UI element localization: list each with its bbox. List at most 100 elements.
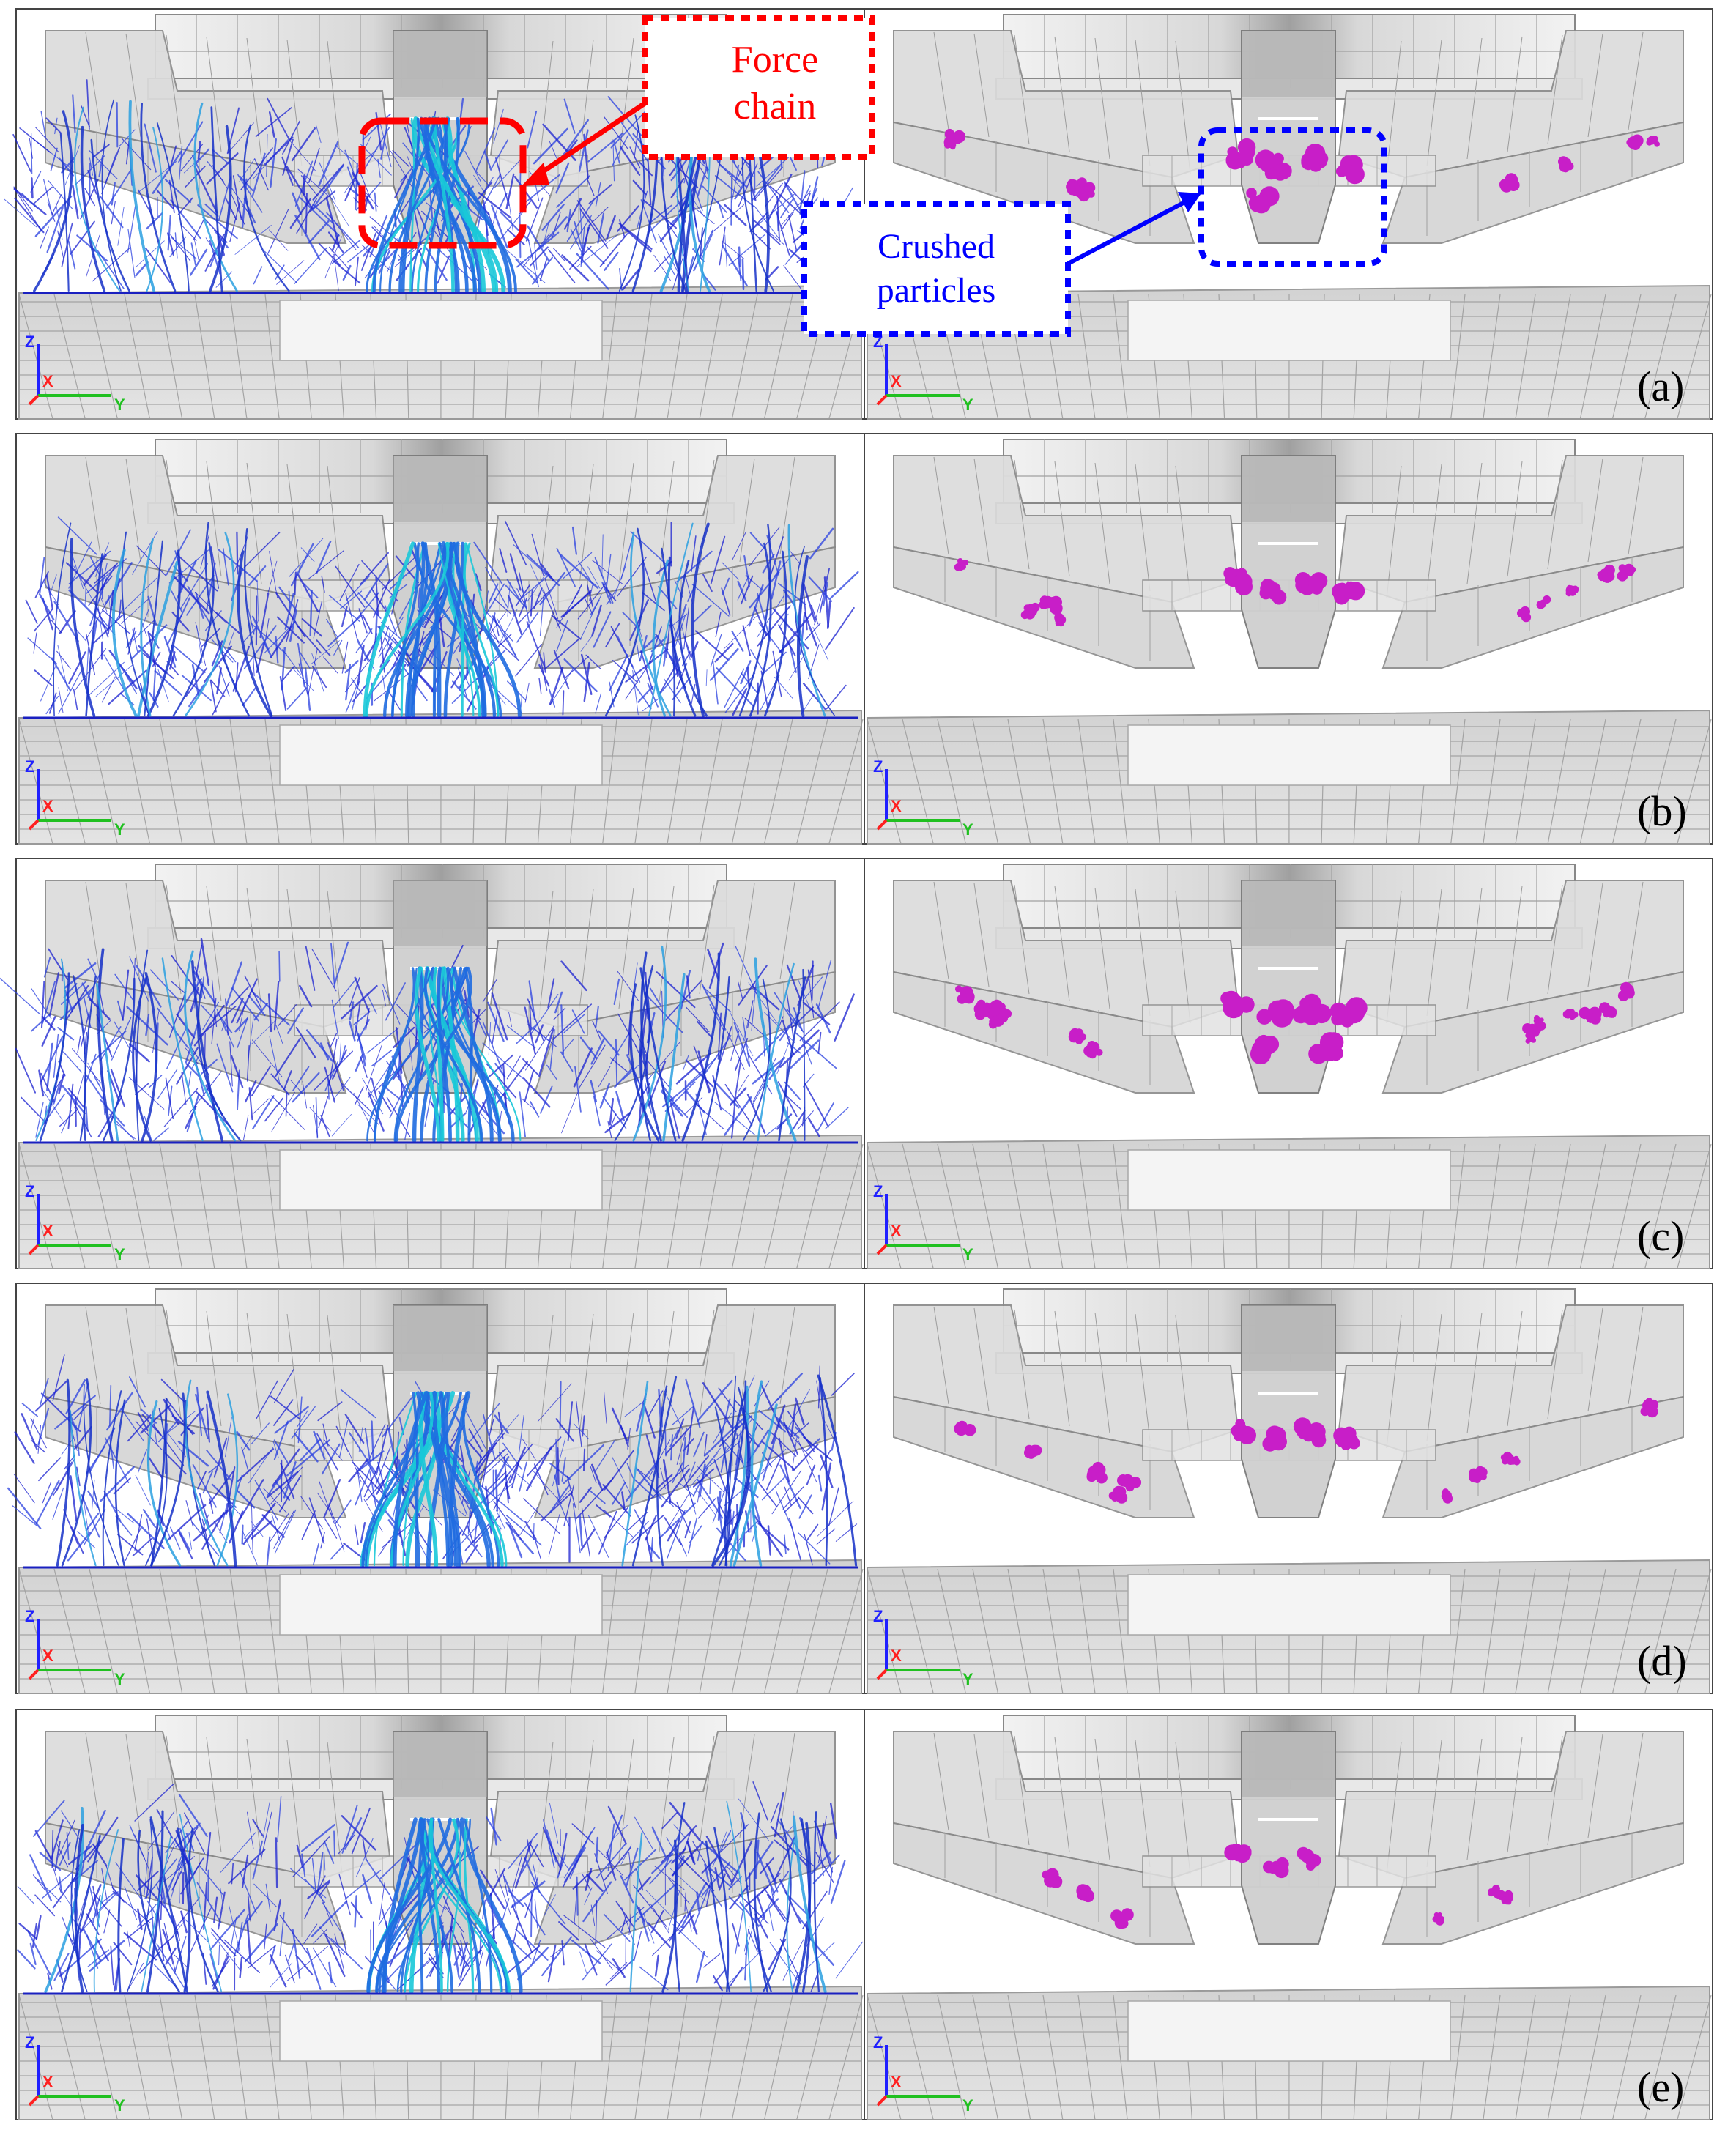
contact-force-line	[505, 1482, 511, 1500]
contact-force-line	[246, 1044, 250, 1082]
crushed-particle	[1651, 138, 1656, 144]
mesh-line	[618, 1738, 634, 1860]
strong-force-chain	[423, 117, 517, 292]
contact-force-line	[357, 1033, 366, 1067]
panel-label: (e)	[1637, 2063, 1684, 2111]
contact-force-line	[286, 687, 308, 710]
crushed-cluster	[1579, 1006, 1602, 1025]
contact-force-line	[556, 175, 590, 208]
mesh-line	[1515, 1143, 1536, 1269]
contact-force-line	[75, 628, 87, 642]
contact-force-line	[319, 162, 336, 202]
contact-force-line	[379, 642, 393, 668]
contact-force-line	[136, 545, 166, 576]
mesh-line	[972, 1143, 999, 1269]
contact-force-line	[199, 1864, 224, 1896]
contact-force-line	[473, 168, 490, 187]
contact-force-line	[152, 667, 157, 702]
side-force-chain	[639, 967, 677, 1142]
contact-force-line	[174, 1897, 200, 1930]
contact-force-line	[506, 1945, 541, 1975]
contact-force-line	[638, 1907, 650, 1942]
crushed-particle	[1540, 601, 1546, 608]
mesh-line	[1113, 1994, 1128, 2120]
crushed-cluster	[1294, 572, 1328, 595]
contact-force-line	[220, 1832, 256, 1873]
mesh-line	[1054, 1310, 1070, 1427]
side-force-chain	[787, 524, 826, 717]
crushed-cluster	[1301, 144, 1329, 172]
contact-force-line	[591, 1463, 604, 1491]
contact-force-line	[285, 1093, 288, 1117]
side-force-chain	[778, 976, 806, 1142]
mesh-line	[659, 886, 675, 1002]
contact-force-line	[116, 1000, 124, 1021]
contact-force-line	[361, 560, 399, 602]
contact-force-line	[526, 621, 545, 667]
contact-force-line	[303, 1923, 318, 1944]
contact-force-line	[495, 1510, 505, 1530]
contact-force-line	[29, 138, 33, 159]
contact-force-line	[62, 1051, 82, 1073]
contact-force-line	[579, 208, 609, 249]
contact-force-line	[783, 265, 801, 289]
contact-force-line	[371, 1420, 374, 1461]
contact-force-line	[382, 1396, 413, 1438]
contact-force-line	[48, 692, 57, 714]
force-chain-network	[4, 79, 865, 293]
side-force-chain	[84, 975, 97, 1142]
contact-force-line	[556, 590, 580, 628]
contact-force-line	[208, 1461, 223, 1474]
contact-force-line	[795, 1942, 835, 1979]
crushed-particle	[1654, 141, 1660, 147]
mesh-line	[933, 1306, 949, 1405]
wall-mesh	[933, 31, 1644, 174]
coordinate-axes: ZXY	[873, 1607, 973, 1688]
contact-force-line	[385, 632, 390, 655]
contact-force-line	[530, 563, 546, 598]
contact-force-line	[162, 1929, 171, 1952]
contact-force-line	[516, 612, 539, 643]
contact-force-line	[129, 956, 149, 1002]
contact-force-line	[309, 589, 313, 637]
mesh-line	[89, 1143, 118, 1269]
contact-force-line	[771, 1404, 786, 1444]
mesh-line	[1628, 1306, 1644, 1405]
mesh-line	[1547, 294, 1571, 420]
mesh-line	[972, 719, 999, 845]
x-axis-label: X	[891, 797, 902, 815]
crushed-particle	[1031, 602, 1040, 612]
contact-force-line	[724, 1096, 752, 1136]
contact-force-line	[664, 1517, 682, 1545]
crushed-cluster	[1108, 1485, 1128, 1504]
mesh-line	[779, 1732, 795, 1831]
mesh-line	[1547, 1309, 1563, 1419]
mesh-line	[229, 294, 248, 420]
contact-force-line	[590, 1466, 597, 1484]
contact-force-line	[703, 1953, 721, 1968]
contact-force-line	[251, 615, 270, 650]
mesh-line	[166, 1309, 182, 1419]
contact-force-line	[770, 1884, 774, 1903]
side-force-chain	[243, 124, 290, 292]
contact-force-line	[15, 1047, 37, 1094]
strong-force-chain	[372, 116, 437, 293]
x-axis-label: X	[891, 1647, 902, 1665]
contact-force-line	[835, 1523, 858, 1542]
contact-force-line	[344, 1817, 363, 1850]
contact-force-line	[328, 1039, 338, 1086]
contact-force-line	[617, 556, 648, 597]
contact-force-line	[0, 977, 41, 1015]
contact-force-line	[503, 1876, 516, 1904]
side-force-chain	[742, 978, 771, 1141]
mesh-line	[1644, 1143, 1677, 1269]
contact-force-line	[73, 689, 78, 710]
contact-force-line	[56, 1842, 69, 1868]
contact-force-line	[571, 526, 577, 555]
contact-force-line	[32, 1800, 65, 1837]
contact-force-line	[493, 1500, 522, 1541]
contact-force-line	[231, 986, 250, 1006]
contact-force-line	[369, 215, 388, 258]
contact-force-line	[823, 576, 829, 628]
mesh-line	[1611, 294, 1642, 420]
